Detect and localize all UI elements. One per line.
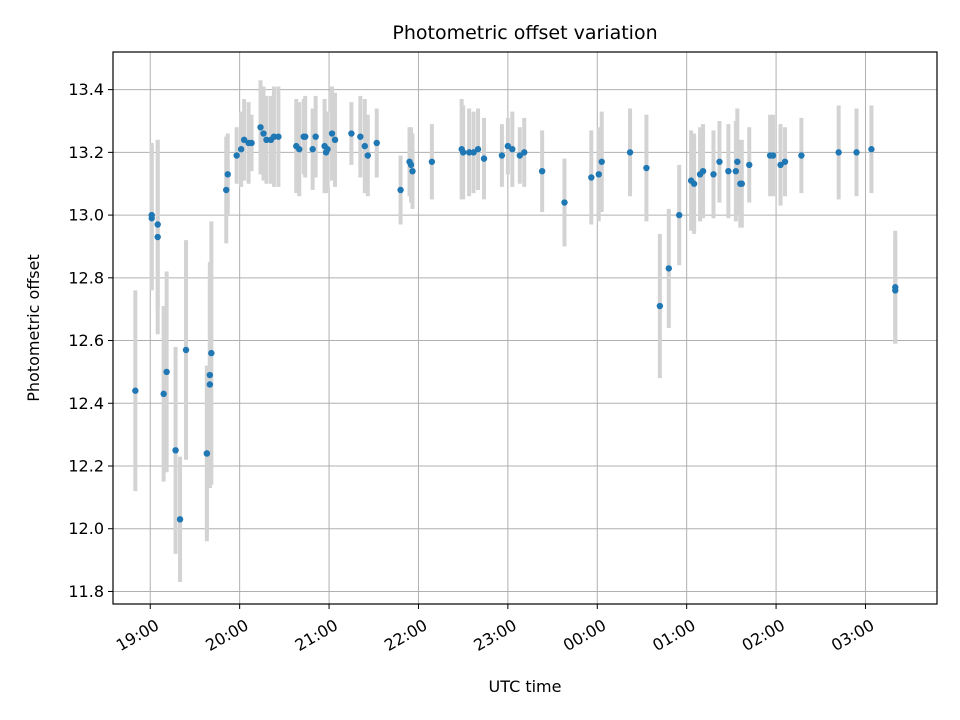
data-point bbox=[465, 149, 473, 156]
data-point bbox=[132, 387, 139, 394]
chart-title: Photometric offset variation bbox=[392, 22, 657, 44]
data-point bbox=[521, 149, 528, 156]
data-point bbox=[732, 167, 740, 175]
y-axis: 11.8 12.0 12.2 12.4 12.6 12.8 13.0 13.2 13.4 bbox=[68, 80, 113, 601]
data-point bbox=[163, 368, 170, 376]
data-point bbox=[598, 158, 605, 165]
data-point bbox=[176, 516, 184, 523]
data-point bbox=[498, 152, 506, 159]
data-point bbox=[853, 149, 860, 156]
data-point bbox=[643, 164, 650, 172]
data-point bbox=[240, 136, 248, 144]
data-point bbox=[746, 161, 753, 169]
data-point bbox=[561, 199, 568, 206]
data-point bbox=[302, 133, 309, 140]
data-point bbox=[275, 133, 282, 140]
data-point bbox=[328, 130, 336, 137]
data-point bbox=[699, 167, 707, 175]
y-tick-label: 12.6 bbox=[68, 331, 104, 350]
data-point bbox=[725, 167, 732, 175]
data-point bbox=[626, 149, 634, 156]
data-point bbox=[516, 152, 523, 159]
data-point bbox=[331, 136, 339, 144]
y-tick-label: 12.4 bbox=[68, 394, 104, 413]
data-point bbox=[710, 171, 717, 178]
data-point bbox=[781, 158, 789, 165]
data-point bbox=[263, 136, 270, 144]
data-point bbox=[734, 158, 741, 165]
data-point bbox=[656, 302, 664, 310]
data-point bbox=[270, 133, 278, 140]
data-point bbox=[504, 142, 512, 150]
data-point bbox=[470, 149, 477, 156]
y-tick-label: 11.8 bbox=[68, 582, 104, 601]
y-tick-label: 12.8 bbox=[68, 268, 104, 287]
y-axis-title: Photometric offset bbox=[24, 254, 43, 402]
data-point bbox=[312, 133, 319, 140]
data-point bbox=[690, 180, 698, 187]
data-point bbox=[248, 139, 255, 147]
data-point bbox=[538, 167, 546, 175]
data-points bbox=[132, 124, 899, 523]
data-point bbox=[868, 146, 875, 153]
y-tick-label: 13.0 bbox=[68, 206, 104, 225]
y-tick-label: 13.4 bbox=[68, 80, 104, 99]
data-point bbox=[480, 155, 488, 162]
data-point bbox=[373, 139, 380, 147]
data-point bbox=[361, 142, 369, 150]
data-point bbox=[409, 167, 416, 175]
data-point bbox=[203, 450, 211, 457]
data-point bbox=[154, 221, 161, 228]
data-point bbox=[324, 146, 331, 153]
data-point bbox=[233, 152, 240, 159]
data-point bbox=[309, 146, 316, 153]
data-point bbox=[357, 133, 364, 140]
data-point bbox=[738, 180, 746, 187]
data-point bbox=[224, 171, 231, 178]
data-point bbox=[223, 186, 230, 194]
data-point bbox=[798, 152, 805, 159]
data-point bbox=[665, 265, 672, 272]
data-point bbox=[595, 171, 602, 178]
y-tick-label: 12.0 bbox=[68, 519, 104, 538]
data-point bbox=[160, 390, 167, 398]
data-point bbox=[348, 130, 355, 137]
data-point bbox=[716, 158, 723, 165]
data-point bbox=[474, 146, 482, 153]
data-point bbox=[257, 124, 264, 131]
data-point bbox=[509, 146, 516, 153]
data-point bbox=[835, 149, 842, 156]
x-axis-title: UTC time bbox=[489, 677, 562, 696]
data-point bbox=[182, 346, 190, 354]
data-point bbox=[172, 447, 179, 454]
data-point bbox=[206, 381, 214, 388]
data-point bbox=[676, 211, 683, 219]
data-point bbox=[237, 146, 245, 153]
data-point bbox=[260, 130, 267, 137]
y-tick-label: 13.2 bbox=[68, 143, 104, 162]
data-point bbox=[428, 158, 436, 165]
y-tick-label: 12.2 bbox=[68, 457, 104, 476]
data-point bbox=[397, 186, 404, 194]
data-point bbox=[148, 215, 155, 222]
data-point bbox=[777, 161, 784, 169]
data-point bbox=[892, 287, 899, 294]
data-point bbox=[407, 161, 415, 169]
data-point bbox=[296, 146, 303, 153]
plot-frame bbox=[112, 51, 938, 605]
data-point bbox=[769, 152, 777, 159]
data-point bbox=[588, 174, 595, 181]
data-point bbox=[459, 149, 467, 156]
data-point bbox=[206, 371, 214, 379]
data-point bbox=[208, 349, 215, 357]
data-point bbox=[154, 233, 161, 241]
data-point bbox=[364, 152, 371, 159]
